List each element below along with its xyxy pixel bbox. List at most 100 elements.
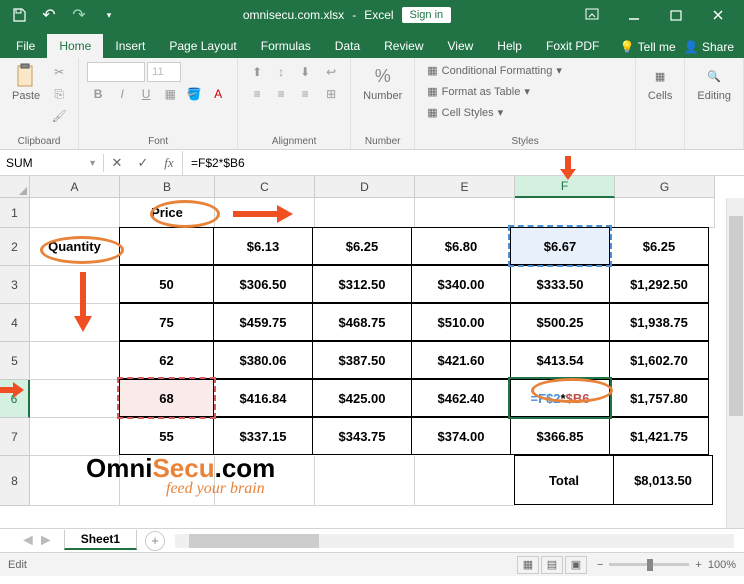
sheet-next-icon[interactable]: ► [38,532,54,550]
cell[interactable]: $6.67 [510,227,610,265]
col-header[interactable]: D [315,176,415,198]
undo-icon[interactable]: ↶ [36,3,62,27]
cancel-icon[interactable]: ✕ [104,151,130,175]
cell[interactable] [30,266,120,304]
cell[interactable]: 62 [119,341,214,379]
ribbon-options-icon[interactable] [572,0,612,30]
enter-icon[interactable]: ✓ [130,151,156,175]
size-select[interactable] [147,62,181,82]
tab-foxit[interactable]: Foxit PDF [534,34,611,58]
cell[interactable]: $500.25 [510,303,610,341]
tab-view[interactable]: View [436,34,486,58]
add-sheet-button[interactable]: + [145,531,165,551]
minimize-icon[interactable] [614,0,654,30]
cell[interactable]: $468.75 [312,303,412,341]
editing-button[interactable]: 🔍 Editing [693,62,735,104]
col-header[interactable]: A [30,176,120,198]
save-icon[interactable] [6,3,32,27]
signin-button[interactable]: Sign in [402,7,452,23]
cut-icon[interactable]: ✂ [48,62,70,82]
cell[interactable]: $340.00 [411,265,511,303]
view-normal-icon[interactable]: ▦ [517,556,539,574]
cell[interactable]: $510.00 [411,303,511,341]
col-header[interactable]: B [120,176,215,198]
row-header[interactable]: 3 [0,266,30,304]
cell[interactable]: $1,421.75 [609,417,709,455]
wrap-icon[interactable]: ↩ [320,62,342,82]
cell[interactable]: $333.50 [510,265,610,303]
align-bot-icon[interactable]: ⬇ [294,62,316,82]
horizontal-scrollbar[interactable] [175,534,734,548]
cell[interactable]: 50 [119,265,214,303]
fx-icon[interactable]: fx [156,151,182,175]
cell[interactable]: 55 [119,417,214,455]
cell[interactable]: Quantity [30,228,120,266]
format-as-table-button[interactable]: ▦Format as Table ▾ [423,83,566,100]
tab-file[interactable]: File [4,34,47,58]
cell[interactable] [30,418,120,456]
row-header[interactable]: 5 [0,342,30,380]
vertical-scrollbar[interactable] [726,198,744,528]
cell[interactable]: Total [514,455,614,505]
cell[interactable] [515,198,615,228]
cell[interactable]: $6.13 [213,227,313,265]
scroll-thumb[interactable] [729,216,743,416]
cell[interactable]: $6.80 [411,227,511,265]
cell[interactable]: $374.00 [411,417,511,455]
tellme[interactable]: 💡 Tell me [620,40,676,54]
cell[interactable]: $312.50 [312,265,412,303]
cell[interactable]: $459.75 [213,303,313,341]
fill-icon[interactable]: 🪣 [183,84,205,104]
cell[interactable]: $1,292.50 [609,265,709,303]
cell[interactable]: $306.50 [213,265,313,303]
format-painter-icon[interactable]: 🖌 [48,106,70,126]
tab-formulas[interactable]: Formulas [249,34,323,58]
cell[interactable]: $421.60 [411,341,511,379]
row-header[interactable]: 4 [0,304,30,342]
cell[interactable]: $8,013.50 [613,455,713,505]
border-icon[interactable]: ▦ [159,84,181,104]
cell[interactable] [30,304,120,342]
cells-button[interactable]: ▦ Cells [644,62,676,104]
cell[interactable] [415,198,515,228]
tab-data[interactable]: Data [323,34,372,58]
cell[interactable] [415,456,515,506]
number-format-button[interactable]: % Number [359,62,406,104]
cell[interactable] [119,227,214,265]
sheet-prev-icon[interactable]: ◄ [20,532,36,550]
row-header[interactable]: 7 [0,418,30,456]
col-header[interactable]: F [515,176,615,198]
cell[interactable]: $425.00 [312,379,412,417]
cell-styles-button[interactable]: ▦Cell Styles ▾ [423,104,566,121]
cell[interactable] [315,198,415,228]
italic-icon[interactable]: I [111,84,133,104]
row-header[interactable]: 6 [0,380,30,418]
zoom-out-icon[interactable]: − [597,559,603,571]
cell[interactable]: $1,757.80 [609,379,709,417]
cell[interactable]: $1,938.75 [609,303,709,341]
cell[interactable]: $6.25 [312,227,412,265]
cell[interactable]: $387.50 [312,341,412,379]
cell[interactable]: $416.84 [213,379,313,417]
cell[interactable] [30,380,120,418]
cell[interactable]: $380.06 [213,341,313,379]
cell[interactable]: $413.54 [510,341,610,379]
tab-page-layout[interactable]: Page Layout [157,34,248,58]
cell[interactable] [30,342,120,380]
cell[interactable]: 68 [119,379,214,417]
tab-home[interactable]: Home [47,34,103,58]
font-color-icon[interactable]: A [207,84,229,104]
qat-dropdown-icon[interactable]: ▾ [96,3,122,27]
redo-icon[interactable]: ↷ [66,3,92,27]
copy-icon[interactable]: ⎘ [48,84,70,104]
tab-insert[interactable]: Insert [103,34,157,58]
col-header[interactable]: C [215,176,315,198]
cell[interactable]: $337.15 [213,417,313,455]
align-left-icon[interactable]: ≡ [246,84,268,104]
col-header[interactable]: E [415,176,515,198]
bold-icon[interactable]: B [87,84,109,104]
font-select[interactable] [87,62,145,82]
view-layout-icon[interactable]: ▤ [541,556,563,574]
cell[interactable]: $462.40 [411,379,511,417]
row-header[interactable]: 2 [0,228,30,266]
